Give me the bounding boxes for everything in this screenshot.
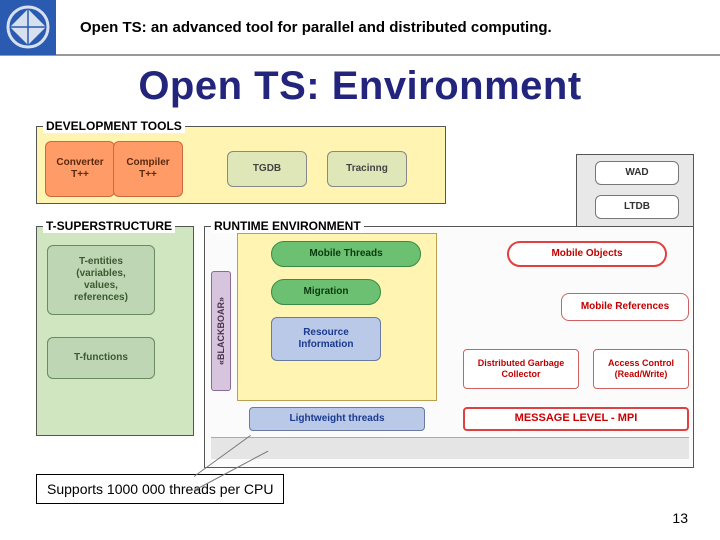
box-mobile-objects: Mobile Objects bbox=[507, 241, 667, 267]
box-mobile-refs: Mobile References bbox=[561, 293, 689, 321]
slide-title: Open TS: Environment bbox=[0, 56, 720, 115]
box-gc: Distributed Garbage Collector bbox=[463, 349, 579, 389]
box-t-entities: T-entities (variables, values, reference… bbox=[47, 245, 155, 315]
box-msg-level: MESSAGE LEVEL - MPI bbox=[463, 407, 689, 431]
box-ltdb: LTDB bbox=[595, 195, 679, 219]
box-t-functions: T-functions bbox=[47, 337, 155, 379]
callout-text: Supports 1000 000 threads per CPU bbox=[47, 481, 273, 497]
section-runtime-title: RUNTIME ENVIRONMENT bbox=[211, 219, 364, 233]
box-mobile-threads: Mobile Threads bbox=[271, 241, 421, 267]
section-dev-tools: DEVELOPMENT TOOLS Converter T++ Compiler… bbox=[36, 126, 446, 204]
logo bbox=[0, 0, 56, 55]
slide-header: Open TS: an advanced tool for parallel a… bbox=[0, 0, 720, 56]
box-tgdb: TGDB bbox=[227, 151, 307, 187]
logo-icon bbox=[6, 5, 50, 49]
box-resource-info: Resource Information bbox=[271, 317, 381, 361]
box-access: Access Control (Read/Write) bbox=[593, 349, 689, 389]
section-dev-title: DEVELOPMENT TOOLS bbox=[43, 119, 185, 133]
blackboard-label: «BLACKBOAR» bbox=[216, 297, 227, 365]
header-text: Open TS: an advanced tool for parallel a… bbox=[56, 19, 552, 36]
box-converter: Converter T++ bbox=[45, 141, 115, 197]
box-migration: Migration bbox=[271, 279, 381, 305]
section-runtime: RUNTIME ENVIRONMENT «BLACKBOAR» Mobile T… bbox=[204, 226, 694, 468]
page-number: 13 bbox=[672, 510, 688, 526]
box-tracing: Tracinng bbox=[327, 151, 407, 187]
box-wad: WAD bbox=[595, 161, 679, 185]
section-superstructure: T-SUPERSTRUCTURE T-entities (variables, … bbox=[36, 226, 194, 436]
box-blackboard: «BLACKBOAR» bbox=[211, 271, 231, 391]
callout-threads: Supports 1000 000 threads per CPU bbox=[36, 474, 284, 504]
box-lightweight: Lightweight threads bbox=[249, 407, 425, 431]
environment-diagram: DEVELOPMENT TOOLS Converter T++ Compiler… bbox=[36, 126, 696, 470]
section-super-title: T-SUPERSTRUCTURE bbox=[43, 219, 175, 233]
box-compiler: Compiler T++ bbox=[113, 141, 183, 197]
rt-bottom-strip bbox=[211, 437, 689, 459]
